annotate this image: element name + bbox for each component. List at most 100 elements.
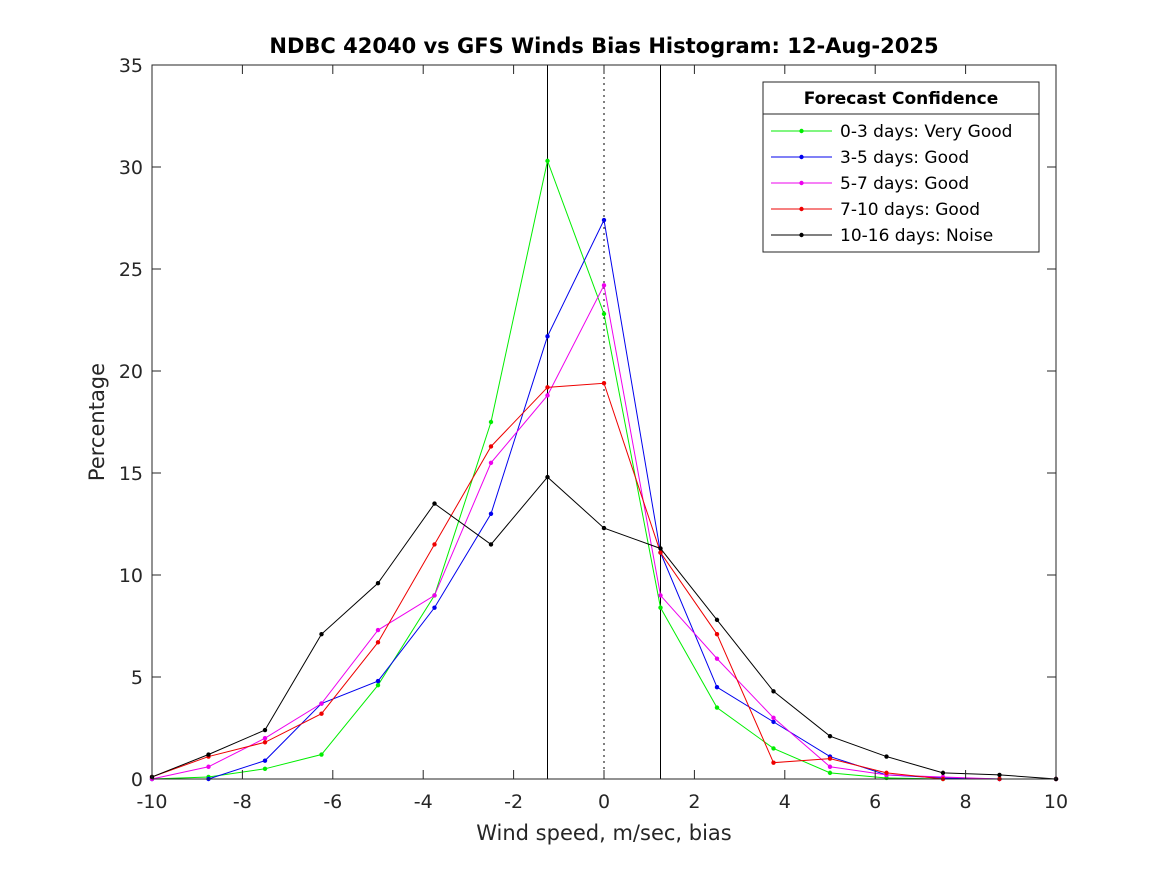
y-tick-label: 0 [131,769,143,791]
data-point [771,719,776,725]
legend-label: 10-16 days: Noise [840,226,993,246]
data-point [375,627,381,633]
y-tick-label: 35 [119,55,143,77]
data-point [658,546,663,551]
data-point [206,752,211,757]
data-point [714,631,720,637]
data-point [714,685,720,690]
data-point [658,593,663,598]
legend: Forecast Confidence 0-3 days: Very Good 3… [762,81,1040,253]
x-tick-label: 0 [598,791,610,813]
data-point [771,689,776,694]
x-tick-label: -8 [233,791,252,813]
reference-lines [547,65,661,779]
data-point [714,617,720,623]
data-point [714,705,720,710]
data-point [601,381,607,386]
data-point [545,334,550,339]
data-point [827,764,833,769]
data-point [206,764,211,769]
x-tick-label: -2 [504,791,523,813]
data-point [319,711,324,716]
legend-entry: 10-16 days: Noise [771,226,993,246]
legend-title: Forecast Confidence [804,89,999,109]
data-point [488,542,494,547]
data-point [319,631,324,637]
data-point [488,444,494,449]
x-tick-label: 8 [960,791,972,813]
legend-swatch-marker [799,154,804,160]
series-4 [149,381,1059,782]
data-point [771,760,776,765]
data-point [432,501,437,506]
legend-label: 7-10 days: Good [840,200,980,220]
x-tick-label: 6 [869,791,881,813]
data-point [545,393,550,398]
data-point [771,715,776,720]
legend-box [762,81,1040,253]
legend-entry: 5-7 days: Good [771,174,969,194]
data-point [940,770,946,776]
legend-entry: 7-10 days: Good [771,200,980,220]
y-tick-label: 20 [119,361,143,383]
legend-items: 0-3 days: Very Good 3-5 days: Good 5-7 day… [771,122,1012,246]
legend-swatch-marker [799,232,804,238]
data-point [884,754,889,759]
data-point [601,525,607,531]
data-point [545,474,550,480]
chart-title: NDBC 42040 vs GFS Winds Bias Histogram: … [269,34,938,58]
legend-label: 0-3 days: Very Good [840,122,1012,142]
x-tick-label: 4 [779,791,791,813]
legend-entry: 3-5 days: Good [771,148,969,168]
x-axis-label: Wind speed, m/sec, bias [476,821,732,845]
data-point [375,580,381,586]
data-point [827,756,833,761]
x-tick-label: -4 [414,791,433,813]
data-point [601,217,607,223]
y-tick-label: 30 [119,157,143,179]
x-tick-label: 2 [688,791,700,813]
y-axis-label: Percentage [85,363,109,481]
data-point [319,752,324,757]
legend-swatch-marker [799,128,804,134]
y-tick-label: 5 [131,667,143,689]
legend-entry: 0-3 days: Very Good [771,122,1012,142]
data-point [432,542,437,547]
data-point [658,605,663,610]
data-point [488,460,494,465]
legend-label: 5-7 days: Good [840,174,969,194]
data-point [262,727,268,733]
data-point [601,311,607,317]
x-tick-label: -10 [136,791,167,813]
data-point [375,682,381,688]
data-point [714,656,720,661]
data-point [601,283,607,288]
data-point [375,678,381,684]
legend-swatch-marker [799,206,804,212]
x-tick-label: -6 [323,791,342,813]
data-point [319,701,324,706]
data-point [827,770,833,776]
legend-label: 3-5 days: Good [840,148,969,168]
data-point [432,605,437,610]
data-point [262,736,268,741]
data-point [827,733,833,739]
data-point [262,740,268,745]
data-point [262,766,268,771]
data-point [488,419,494,425]
data-point [884,770,889,776]
data-point [488,511,494,516]
series-layer [149,158,1059,782]
data-point [375,640,381,645]
data-point [545,158,550,164]
x-axis: -10 -8 -6 -4 -2 0 2 4 6 8 10 [136,65,1068,813]
data-point [262,758,268,763]
x-tick-label: 10 [1044,791,1068,813]
y-tick-label: 15 [119,463,143,485]
y-tick-label: 25 [119,259,143,281]
y-tick-label: 10 [119,565,143,587]
data-point [658,550,663,555]
y-axis: 0 5 10 15 20 25 30 35 [119,55,1056,791]
